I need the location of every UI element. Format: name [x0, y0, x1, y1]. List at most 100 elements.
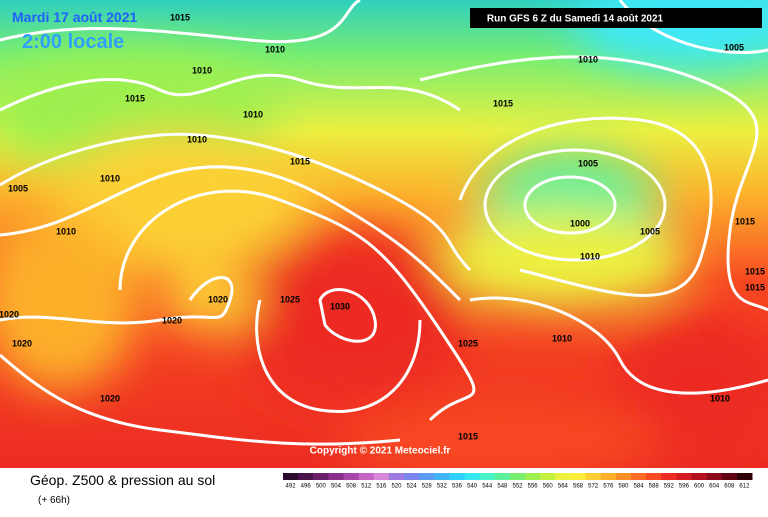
scale-swatch	[555, 473, 571, 480]
scale-swatch	[434, 473, 450, 480]
scale-swatch	[298, 473, 314, 480]
scale-label: 564	[558, 484, 569, 490]
isobar-label: 1015	[745, 266, 765, 276]
isobar-label: 1005	[578, 158, 598, 168]
scale-label: 500	[316, 484, 327, 490]
scale-swatch	[646, 473, 662, 480]
scale-label: 596	[679, 484, 690, 490]
scale-swatch	[464, 473, 481, 480]
scale-label: 588	[649, 484, 660, 490]
scale-label: 540	[467, 484, 478, 490]
isobar-labels: 1015 1010 1010 1015 1010 1010 1015 1010 1005 1010…	[0, 12, 765, 441]
scale-label: 504	[331, 484, 342, 490]
isobar-label: 1010	[243, 109, 263, 119]
scale-swatch	[600, 473, 617, 480]
isobar-label: 1010	[187, 134, 207, 144]
scale-swatch	[721, 473, 738, 480]
scale-label: 572	[588, 484, 599, 490]
scale-label: 492	[286, 484, 297, 490]
forecast-date: Mardi 17 août 2021	[12, 9, 137, 25]
map-field	[0, 0, 768, 468]
scale-swatch	[691, 473, 708, 480]
scale-swatch	[313, 473, 329, 480]
scale-swatch	[661, 473, 677, 480]
scale-swatch	[540, 473, 556, 480]
scale-swatch	[706, 473, 723, 480]
scale-label: 560	[543, 484, 554, 490]
isobar-label: 1015	[493, 98, 513, 108]
isobar-label: 1020	[100, 393, 120, 403]
scale-label: 576	[603, 484, 614, 490]
scale-label: 528	[422, 484, 433, 490]
scale-label: 580	[618, 484, 629, 490]
scale-label: 544	[482, 484, 493, 490]
isobar-label: 1010	[192, 65, 212, 75]
isobar-label: 1010	[56, 226, 76, 236]
scale-label: 556	[528, 484, 539, 490]
scale-swatch	[404, 473, 420, 480]
scale-label: 520	[391, 484, 402, 490]
scale-label: 584	[634, 484, 645, 490]
color-scale: 492 496 500 504 508 512 516 520 524 528 532 536 540 5…	[283, 473, 753, 490]
scale-swatch	[283, 473, 299, 480]
isobar-label: 1015	[745, 282, 765, 292]
isobar-label: 1015	[290, 156, 310, 166]
isobar-label: 1015	[735, 216, 755, 226]
scale-label: 508	[346, 484, 357, 490]
isobar-label: 1020	[12, 338, 32, 348]
isobar-label: 1015	[125, 93, 145, 103]
scale-label: 524	[407, 484, 418, 490]
isobar-label: 1025	[280, 294, 300, 304]
scale-label: 536	[452, 484, 463, 490]
scale-label: 604	[709, 484, 720, 490]
scale-label: 568	[573, 484, 584, 490]
scale-label: 496	[301, 484, 312, 490]
isobar-label: 1015	[458, 431, 478, 441]
scale-label: 552	[512, 484, 523, 490]
isobar-label: 1015	[170, 12, 190, 22]
scale-label: 600	[694, 484, 705, 490]
footer-title: Géop. Z500 & pression au sol	[30, 472, 215, 488]
forecast-time: 2:00 locale	[22, 31, 124, 53]
scale-swatch	[525, 473, 541, 480]
isobar-label: 1025	[458, 338, 478, 348]
scale-swatch	[570, 473, 587, 480]
scale-swatch	[388, 473, 405, 480]
isobar-label: 1000	[570, 218, 590, 228]
scale-label: 512	[361, 484, 372, 490]
scale-swatch	[676, 473, 692, 480]
scale-swatch	[736, 473, 753, 480]
scale-label: 548	[497, 484, 508, 490]
isobar-label: 1005	[724, 42, 744, 52]
scale-swatch	[494, 473, 511, 480]
scale-swatch	[630, 473, 647, 480]
scale-swatch	[509, 473, 526, 480]
isobar-label: 1010	[552, 333, 572, 343]
isobar-label: 1010	[265, 44, 285, 54]
isobar-label: 1010	[710, 393, 730, 403]
scale-swatch	[449, 473, 466, 480]
scale-swatch	[585, 473, 602, 480]
scale-label: 612	[739, 484, 750, 490]
isobar-label: 1020	[0, 309, 19, 319]
run-info: Run GFS 6 Z du Samedi 14 août 2021	[487, 14, 664, 25]
scale-label: 592	[664, 484, 675, 490]
scale-swatch	[419, 473, 435, 480]
run-banner	[470, 8, 762, 28]
isobar-label: 1005	[640, 226, 660, 236]
forecast-lead: (+ 66h)	[38, 495, 70, 506]
scale-label: 608	[724, 484, 735, 490]
scale-swatch	[373, 473, 390, 480]
copyright: Copyright © 2021 Meteociel.fr	[310, 446, 451, 457]
isobar-label: 1005	[8, 183, 28, 193]
scale-label: 516	[376, 484, 387, 490]
isobar-label: 1010	[100, 173, 120, 183]
isobar-label: 1010	[580, 251, 600, 261]
scale-swatch	[358, 473, 375, 480]
isobar-label: 1010	[578, 54, 598, 64]
scale-swatch	[479, 473, 496, 480]
scale-swatch	[615, 473, 632, 480]
isobar-label: 1020	[162, 315, 182, 325]
scale-swatch	[328, 473, 345, 480]
